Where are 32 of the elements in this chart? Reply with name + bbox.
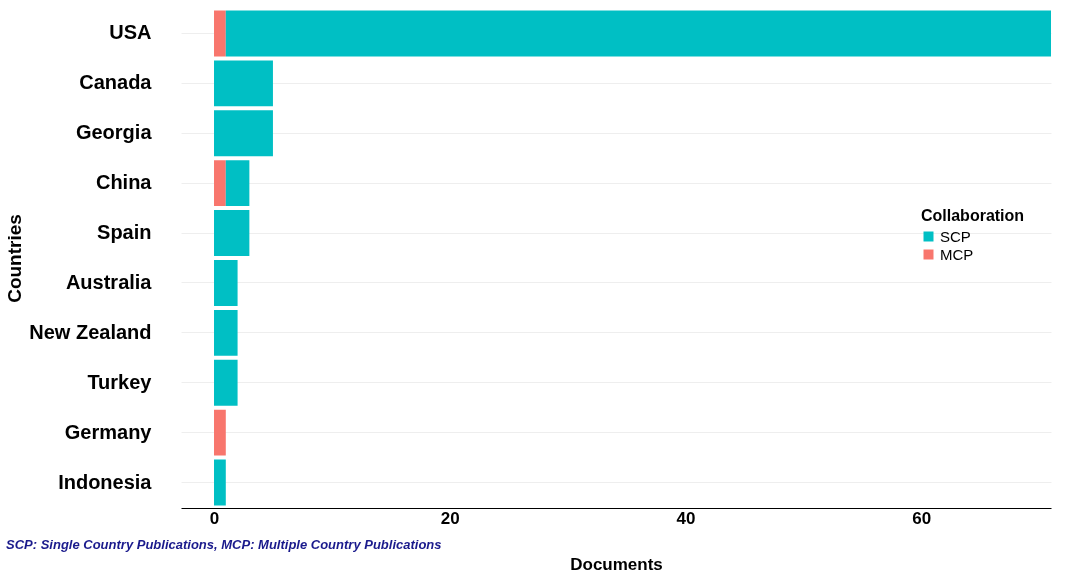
- x-tick-label: 60: [912, 508, 932, 528]
- text: SCP: Single Country Publications, MCP: Multiple Country Publications: [6, 537, 442, 552]
- bar: [225, 160, 250, 207]
- y-tick-label: Turkey: [87, 370, 153, 393]
- bar: [225, 10, 1051, 57]
- bar: [214, 260, 238, 306]
- y-axis-title: Countries: [4, 214, 26, 303]
- y-tick-label: Australia: [65, 270, 153, 293]
- y-tick-label: Spain: [97, 221, 152, 244]
- legend-label: MCP: [940, 245, 974, 263]
- x-axis-title: Documents: [570, 554, 663, 574]
- bar: [214, 359, 238, 406]
- bar: [214, 160, 226, 207]
- bar: [214, 459, 226, 506]
- x-tick-label: 20: [440, 508, 460, 528]
- x-tick-label: 40: [676, 508, 696, 528]
- y-tick-label: New Zealand: [29, 320, 152, 343]
- bar: [214, 409, 226, 456]
- bar: [214, 60, 273, 107]
- y-tick-label: USA: [109, 21, 152, 44]
- y-tick-label: Canada: [79, 71, 153, 94]
- y-tick-label: Germany: [64, 420, 153, 443]
- bar: [214, 309, 238, 356]
- y-tick-label: China: [95, 171, 153, 194]
- legend-label: SCP: [940, 227, 971, 245]
- bar: [214, 110, 273, 157]
- bar: [214, 10, 226, 57]
- y-tick-label: Georgia: [75, 121, 153, 144]
- y-tick-label: Indonesia: [58, 470, 153, 493]
- x-tick-label: 0: [209, 508, 220, 528]
- legend-title: Collaboration: [921, 207, 1025, 224]
- bar: [214, 210, 250, 256]
